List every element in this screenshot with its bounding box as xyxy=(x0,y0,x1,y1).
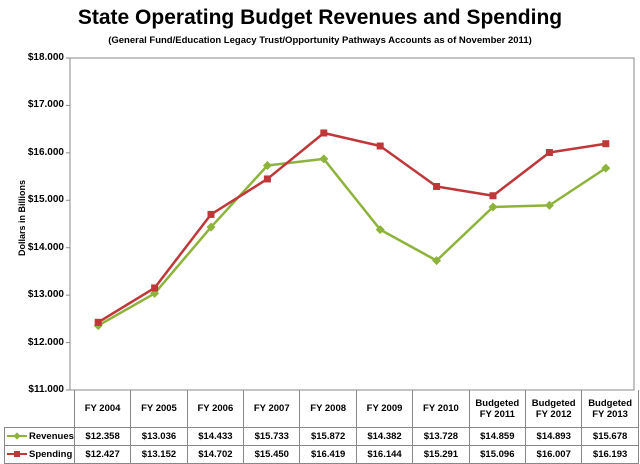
x-category-label: FY 2010 xyxy=(412,390,470,428)
x-category-label: Budgeted FY 2011 xyxy=(468,390,527,428)
y-tick-label: $14.000 xyxy=(27,241,64,253)
chart-subtitle: (General Fund/Education Legacy Trust/Opp… xyxy=(108,35,532,46)
data-point-spending xyxy=(602,140,610,148)
data-point-spending xyxy=(320,129,328,137)
data-point-revenues xyxy=(262,161,272,171)
x-category-label: Budgeted FY 2012 xyxy=(525,390,583,428)
x-category-label: FY 2007 xyxy=(243,390,301,428)
data-point-spending xyxy=(545,149,553,157)
data-point-revenues xyxy=(488,202,498,212)
data-point-spending xyxy=(489,192,497,200)
data-table-row-revenues: Revenues $12.358 $13.036 $14.433 $15.733 $15… xyxy=(4,427,639,446)
data-label-revenues: $15.678 xyxy=(581,427,639,446)
data-point-spending xyxy=(433,182,441,190)
x-category-label: FY 2009 xyxy=(355,390,414,428)
data-point-spending xyxy=(151,284,159,292)
data-label-revenues: $14.893 xyxy=(525,427,583,446)
data-label-revenues: $14.382 xyxy=(355,427,414,446)
data-point-revenues xyxy=(319,154,329,164)
data-point-revenues xyxy=(206,222,216,232)
y-tick-label: $16.000 xyxy=(27,146,64,158)
y-tick-label: $12.000 xyxy=(27,336,64,348)
series-line-revenues xyxy=(97,157,607,327)
y-tick-label: $15.000 xyxy=(27,194,64,206)
x-category-label: FY 2006 xyxy=(186,390,245,428)
y-tick-label: $13.000 xyxy=(27,289,64,301)
y-tick-label: $18.000 xyxy=(27,52,64,63)
y-tick-label: $17.000 xyxy=(27,99,64,111)
series-line-spending xyxy=(97,131,606,324)
data-label-revenues: $12.358 xyxy=(73,427,132,446)
data-point-spending xyxy=(376,142,384,150)
spending-key-icon xyxy=(7,450,27,458)
data-point-revenues xyxy=(375,225,385,235)
chart-title: State Operating Budget Revenues and Spen… xyxy=(77,6,563,29)
revenues-key-icon xyxy=(7,432,27,441)
data-table-header-row: FY 2004 FY 2005 FY 2006 FY 2007 FY 2008 FY 20… xyxy=(5,390,639,428)
data-label-revenues: $14.433 xyxy=(186,427,245,446)
data-point-spending xyxy=(94,318,102,326)
legend-revenues: Revenues xyxy=(4,427,75,446)
plot-frame xyxy=(69,57,635,391)
data-point-revenues xyxy=(432,256,442,266)
data-point-spending xyxy=(207,210,215,218)
data-point-revenues xyxy=(544,200,554,210)
legend-revenues-label: Revenues xyxy=(29,431,74,442)
data-label-revenues: $13.036 xyxy=(130,427,188,446)
data-label-revenues: $15.733 xyxy=(243,427,301,446)
data-table: FY 2004 FY 2005 FY 2006 FY 2007 FY 2008 FY 20… xyxy=(4,390,639,464)
x-category-label: FY 2008 xyxy=(299,390,357,428)
data-table-corner xyxy=(5,390,75,428)
x-category-label: Budgeted FY 2013 xyxy=(581,390,639,428)
data-point-spending xyxy=(263,175,271,183)
x-category-label: FY 2005 xyxy=(130,390,188,428)
data-label-revenues: $13.728 xyxy=(412,427,470,446)
data-point-revenues xyxy=(601,163,611,173)
data-label-revenues: $14.859 xyxy=(468,427,527,446)
data-label-revenues: $15.872 xyxy=(299,427,357,446)
data-table-row-spending: Spending $12.427 $13.152 $14.702 $15.450 $16… xyxy=(4,445,639,464)
legend-spending-label: Spending xyxy=(29,449,73,460)
x-category-label: FY 2004 xyxy=(73,390,132,428)
y-tick-label: $11.000 xyxy=(28,384,64,395)
